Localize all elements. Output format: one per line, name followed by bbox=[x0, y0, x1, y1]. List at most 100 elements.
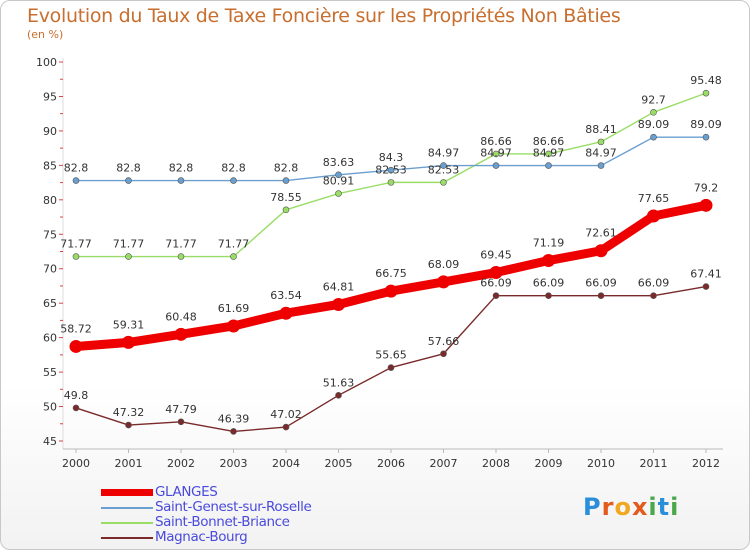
data-label-3: 66.09 bbox=[480, 277, 512, 290]
chart-title: Evolution du Taux de Taxe Foncière sur l… bbox=[27, 5, 621, 27]
chart-subtitle: (en %) bbox=[27, 28, 64, 41]
x-tick-label: 2007 bbox=[430, 457, 458, 470]
data-labels: 58.72 59.31 60.48 61.69 63.54 64.81 66.75 68.09… bbox=[60, 74, 722, 425]
data-point-2 bbox=[597, 138, 605, 146]
data-point-3 bbox=[335, 392, 342, 399]
data-label-3: 49.8 bbox=[64, 389, 89, 402]
axes: 45 50 55 60 65 70 75 80 85 90 95 100 2000 2001 2002 200… bbox=[36, 56, 723, 470]
data-label-1: 82.8 bbox=[116, 162, 141, 175]
y-tick-label: 75 bbox=[43, 228, 57, 241]
data-point-0 bbox=[279, 306, 293, 320]
legend-swatch-glanges bbox=[101, 489, 153, 496]
data-point-3 bbox=[545, 292, 552, 299]
legend-item-saint-bonnet: Saint-Bonnet-Briance bbox=[101, 515, 431, 530]
data-label-3: 67.41 bbox=[690, 268, 722, 281]
data-label-3: 55.65 bbox=[375, 349, 407, 362]
data-label-0: 63.54 bbox=[270, 289, 302, 302]
data-point-0 bbox=[542, 254, 555, 268]
data-point-2 bbox=[650, 109, 657, 116]
legend-swatch-saint-bonnet bbox=[101, 522, 153, 524]
data-label-2: 71.77 bbox=[113, 238, 145, 251]
data-point-2 bbox=[702, 89, 710, 97]
data-point-2 bbox=[440, 179, 447, 186]
data-label-3: 66.09 bbox=[533, 277, 565, 290]
data-label-2: 86.66 bbox=[533, 135, 565, 148]
data-point-2 bbox=[335, 190, 342, 197]
x-tick-label: 2011 bbox=[640, 457, 668, 470]
data-label-0: 64.81 bbox=[323, 280, 355, 293]
x-tick-label: 2006 bbox=[377, 457, 405, 470]
y-tick-label: 90 bbox=[43, 125, 57, 138]
data-point-3 bbox=[230, 428, 237, 435]
data-label-2: 80.91 bbox=[323, 175, 355, 188]
data-label-1: 83.63 bbox=[323, 156, 355, 169]
data-label-2: 86.66 bbox=[480, 135, 512, 148]
legend-item-magnac-bourg: Magnac-Bourg bbox=[101, 530, 431, 545]
data-point-0 bbox=[122, 335, 135, 349]
data-label-0: 71.19 bbox=[533, 237, 565, 250]
logo-letter: x bbox=[631, 493, 649, 521]
legend: GLANGES Saint-Genest-sur-Roselle Saint-B… bbox=[101, 485, 431, 545]
data-label-0: 77.65 bbox=[638, 192, 670, 205]
data-point-3 bbox=[702, 283, 710, 290]
data-label-0: 72.61 bbox=[585, 227, 617, 240]
y-tick-label: 95 bbox=[43, 90, 57, 103]
data-point-0 bbox=[594, 244, 608, 258]
x-tick-label: 2009 bbox=[535, 457, 563, 470]
series-lines bbox=[69, 89, 713, 435]
data-point-2 bbox=[545, 150, 552, 158]
legend-item-saint-genest: Saint-Genest-sur-Roselle bbox=[101, 500, 431, 515]
data-point-3 bbox=[125, 421, 132, 429]
y-tick-label: 55 bbox=[43, 366, 57, 379]
x-tick-label: 2004 bbox=[272, 457, 300, 470]
data-label-2: 95.48 bbox=[690, 74, 722, 87]
x-tick-label: 2008 bbox=[482, 457, 510, 470]
data-label-1: 84.97 bbox=[533, 147, 565, 160]
data-label-2: 82.53 bbox=[428, 163, 460, 176]
data-label-0: 61.69 bbox=[218, 302, 250, 315]
data-label-0: 58.72 bbox=[60, 322, 92, 335]
data-point-3 bbox=[72, 404, 80, 412]
data-label-3: 66.09 bbox=[638, 277, 670, 290]
data-point-2 bbox=[72, 253, 80, 260]
data-label-1: 82.8 bbox=[274, 162, 299, 175]
logo-letter: r bbox=[601, 493, 615, 521]
data-point-2 bbox=[387, 179, 395, 186]
data-label-0: 68.09 bbox=[428, 258, 460, 271]
y-tick-label: 60 bbox=[43, 332, 57, 345]
data-label-1: 82.8 bbox=[64, 162, 89, 175]
data-point-0 bbox=[332, 297, 345, 311]
data-label-2: 71.77 bbox=[60, 238, 92, 251]
data-point-1 bbox=[702, 133, 710, 141]
data-point-1 bbox=[177, 177, 185, 184]
data-point-3 bbox=[492, 292, 500, 299]
data-point-2 bbox=[230, 253, 237, 260]
y-tick-label: 45 bbox=[43, 435, 57, 448]
data-label-3: 47.02 bbox=[270, 408, 302, 421]
data-point-0 bbox=[174, 327, 188, 341]
legend-label-glanges: GLANGES bbox=[155, 484, 218, 500]
data-point-0 bbox=[69, 339, 83, 353]
data-label-1: 89.09 bbox=[690, 118, 722, 131]
data-point-1 bbox=[440, 162, 447, 169]
y-tick-label: 100 bbox=[36, 56, 57, 69]
logo-letter: P bbox=[583, 493, 602, 521]
x-tick-label: 2001 bbox=[115, 457, 143, 470]
data-point-3 bbox=[440, 350, 447, 358]
x-tick-label: 2003 bbox=[220, 457, 248, 470]
data-point-3 bbox=[177, 418, 185, 426]
data-label-1: 84.97 bbox=[428, 147, 460, 160]
data-label-3: 46.39 bbox=[218, 412, 250, 425]
data-label-2: 88.41 bbox=[585, 123, 617, 136]
data-label-2: 78.55 bbox=[270, 191, 302, 204]
data-label-0: 66.75 bbox=[375, 267, 407, 280]
data-point-2 bbox=[125, 253, 132, 260]
data-point-0 bbox=[489, 266, 503, 280]
data-point-1 bbox=[335, 171, 342, 179]
data-point-2 bbox=[492, 150, 500, 158]
logo-letter: t bbox=[657, 493, 671, 521]
data-label-1: 82.8 bbox=[221, 162, 246, 175]
data-point-1 bbox=[597, 162, 605, 169]
data-label-1: 84.3 bbox=[379, 151, 404, 164]
data-label-1: 84.97 bbox=[585, 147, 617, 160]
